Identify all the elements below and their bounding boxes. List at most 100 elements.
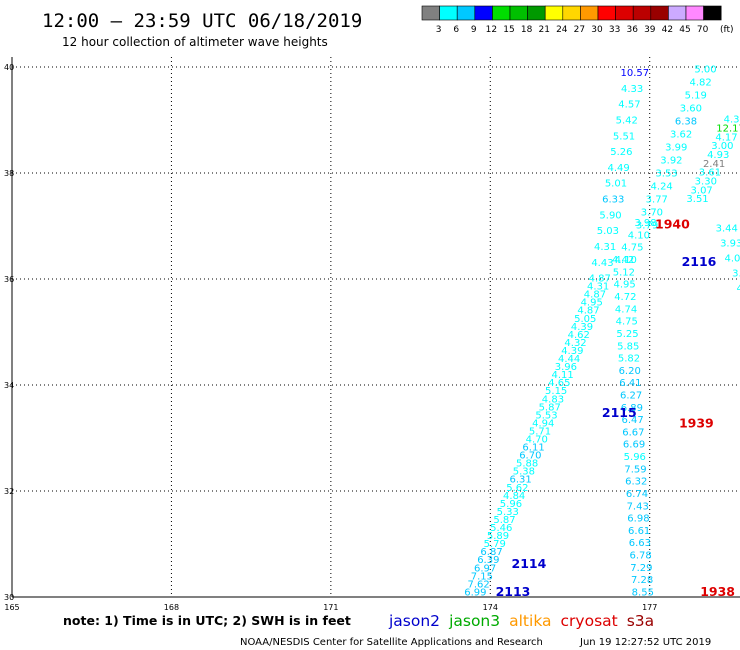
wave-height-value: 5.82 <box>618 354 640 365</box>
pass-time-label: 2115 <box>602 405 637 420</box>
wave-height-value: 5.33 <box>497 507 519 518</box>
track-jason3: 3.513.073.303.612.414.933.004.1712.174.3… <box>686 115 740 205</box>
wave-height-value: 3.30 <box>695 176 717 187</box>
colorbar-swatch <box>650 5 669 21</box>
wave-height-value: 4.94 <box>532 418 554 429</box>
wave-height-value: 4.30 <box>724 115 740 126</box>
wave-height-value: 4.83 <box>542 394 564 405</box>
wave-height-value: 4.70 <box>526 435 548 446</box>
colorbar-swatch <box>597 5 616 21</box>
wave-height-value: 3.61 <box>699 168 721 179</box>
wave-height-value: 6.61 <box>628 526 650 537</box>
colorbar-label: 21 <box>538 25 549 35</box>
wave-height-value: 7.29 <box>630 563 652 574</box>
wave-height-value: 6.69 <box>623 440 645 451</box>
x-tick-label: 165 <box>4 603 19 612</box>
wave-height-value: 5.38 <box>513 467 535 478</box>
wave-height-value: 6.41 <box>619 378 641 389</box>
wave-height-value: 4.87 <box>589 274 611 285</box>
wave-height-value: 5.15 <box>545 386 567 397</box>
wave-height-value: 4.75 <box>616 317 638 328</box>
colorbar-swatch <box>562 5 581 21</box>
page-subtitle: 12 hour collection of altimeter wave hei… <box>62 35 328 49</box>
wave-height-value: 6.11 <box>522 443 544 454</box>
wave-height-value: 3.60 <box>680 103 702 114</box>
wave-height-value: 4.57 <box>618 100 640 111</box>
colorbar-swatch <box>632 5 652 21</box>
wave-height-value: 6.78 <box>629 550 651 561</box>
wave-height-value: 6.27 <box>620 390 642 401</box>
colorbar-swatch <box>685 5 704 21</box>
x-tick-label: 174 <box>483 603 498 612</box>
wave-height-value: 6.47 <box>621 415 643 426</box>
wave-height-value: 4.17 <box>715 132 737 143</box>
track-cryosat: 4.104.754.103.98 <box>615 218 657 266</box>
wave-height-value: 8.55 <box>632 587 654 598</box>
wave-height-value: 4.87 <box>577 306 599 317</box>
wave-height-value: 5.53 <box>535 410 557 421</box>
header: 12:00 – 23:59 UTC 06/18/2019 12 hour col… <box>42 10 362 49</box>
wave-height-value: 3.92 <box>660 156 682 167</box>
pass-time-label: 2116 <box>682 254 717 269</box>
wave-height-value: 5.26 <box>610 147 632 158</box>
track-jason2: 6.997.627.156.976.396.875.795.895.465.87… <box>464 282 609 599</box>
colorbar-label: 15 <box>503 25 514 35</box>
wave-height-value: 3.44 <box>716 223 738 234</box>
wave-height-value: 4.74 <box>615 304 637 315</box>
colorbar-unit: (ft) <box>720 25 734 35</box>
footer-note: note: 1) Time is in UTC; 2) SWH is in fe… <box>63 613 351 628</box>
wave-height-value: 4.43 <box>591 258 613 269</box>
wave-height-value: 5.00 <box>694 64 716 75</box>
colorbar-label: 36 <box>626 25 638 35</box>
colorbar-label: 39 <box>644 25 656 35</box>
wave-height-value: 5.89 <box>487 531 509 542</box>
wave-height-value: 3.96 <box>555 362 577 373</box>
wave-height-value: 6.63 <box>629 538 651 549</box>
wave-height-value: 4.42 <box>612 255 634 266</box>
wave-height-value: 7.62 <box>468 579 490 590</box>
footer-credit: NOAA/NESDIS Center for Satellite Applica… <box>240 637 543 648</box>
wave-height-value: 4.24 <box>651 182 673 193</box>
colorbar-label: 45 <box>679 25 690 35</box>
wave-height-value: 7.59 <box>624 464 646 475</box>
legend-jason2: jason2 <box>388 612 440 630</box>
wave-height-value: 5.03 <box>597 226 619 237</box>
y-tick-label: 40 <box>4 63 14 72</box>
wave-height-value: 5.79 <box>484 539 506 550</box>
wave-height-value: 4.65 <box>548 378 570 389</box>
track-jason2: 4.87 4.43 4.31 5.03 5.90 6.33 5.01 4.49 5.26 5.51… <box>589 68 650 285</box>
wave-height-value: 6.87 <box>480 547 502 558</box>
track-jason3: 3.443.934.083.74.04.14.2 <box>716 223 740 294</box>
wave-height-value: 7.15 <box>471 571 493 582</box>
colorbar-swatch <box>509 5 528 21</box>
wave-height-value: 5.19 <box>685 90 707 101</box>
wave-height-value: 5.42 <box>616 115 638 126</box>
colorbar-label: 30 <box>591 25 603 35</box>
x-tick-label: 177 <box>642 603 657 612</box>
y-tick-label: 36 <box>4 275 14 284</box>
colorbar-label: 9 <box>471 25 477 35</box>
pass-time-label: 2113 <box>496 584 531 599</box>
wave-height-value: 3.79 <box>636 221 658 232</box>
colorbar-swatch <box>580 5 599 21</box>
pass-time-label: 1940 <box>655 217 690 232</box>
wave-height-value: 4.93 <box>707 150 729 161</box>
colorbar-label: 3 <box>436 25 442 35</box>
colorbar-label: 70 <box>697 25 709 35</box>
colorbar-label: 27 <box>574 25 585 35</box>
wave-height-value: 4.11 <box>551 370 573 381</box>
wave-height-value: 3.99 <box>665 142 687 153</box>
wave-height-value: 6.31 <box>510 475 532 486</box>
colorbar-label: 42 <box>662 25 673 35</box>
colorbar-swatch <box>544 5 564 21</box>
wave-height-value: 3.93 <box>720 238 740 249</box>
wave-height-value: 4.32 <box>564 338 586 349</box>
wave-height-value: 5.25 <box>616 329 638 340</box>
wave-height-value: 5.12 <box>613 267 635 278</box>
satellite-legend: jason2 jason3 altika cryosat s3a <box>388 612 654 630</box>
y-tick-label: 32 <box>4 487 14 496</box>
wave-height-value: 6.74 <box>626 489 648 500</box>
wave-height-value: 6.39 <box>477 555 499 566</box>
wave-height-value: 4.87 <box>584 290 606 301</box>
